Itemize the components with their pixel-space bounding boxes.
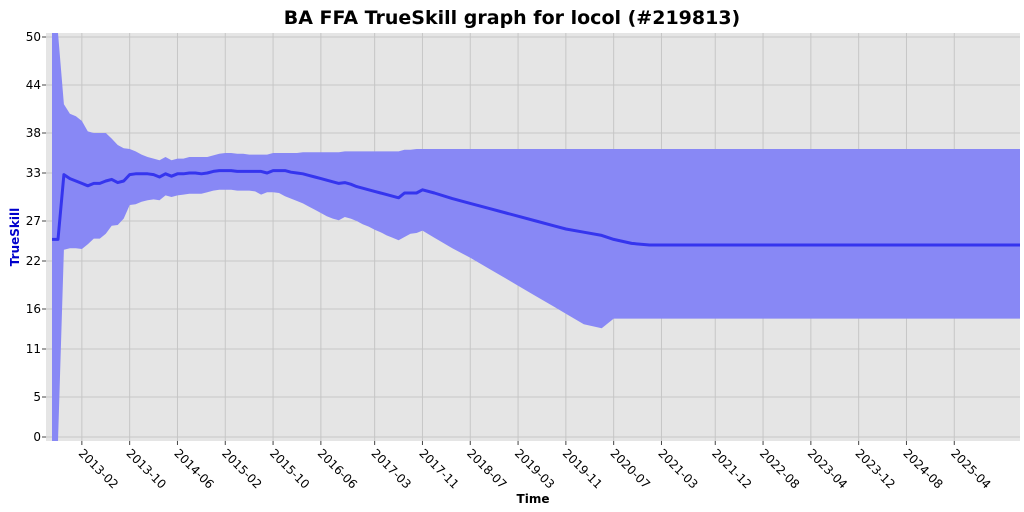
uncertainty-band xyxy=(52,33,1020,441)
x-tick-label: 2015-02 xyxy=(219,446,264,491)
x-tick-label: 2014-06 xyxy=(171,446,216,491)
x-tick-label: 2018-07 xyxy=(464,446,509,491)
y-tick-label: 16 xyxy=(26,302,41,316)
x-tick-label: 2022-08 xyxy=(757,446,802,491)
chart-title: BA FFA TrueSkill graph for locol (#21981… xyxy=(284,7,740,29)
x-tick-label: 2017-03 xyxy=(369,446,414,491)
x-tick-label: 2021-12 xyxy=(709,446,754,491)
y-tick-label: 44 xyxy=(26,78,41,92)
y-tick-label: 38 xyxy=(26,126,41,140)
y-tick-label: 5 xyxy=(33,390,41,404)
x-tick-label: 2016-06 xyxy=(315,446,360,491)
x-tick-label: 2025-04 xyxy=(948,446,993,491)
trueskill-line xyxy=(52,169,1020,247)
x-tick-label: 2023-04 xyxy=(805,446,850,491)
y-tick-label: 0 xyxy=(33,430,41,444)
x-tick-label: 2019-11 xyxy=(560,446,605,491)
x-tick-label: 2015-10 xyxy=(267,446,312,491)
y-tick-label: 11 xyxy=(26,342,41,356)
y-tick-label: 27 xyxy=(26,214,41,228)
y-axis-ticks: 0 5 11 16 22 27 33 38 44 50 xyxy=(26,30,46,444)
x-tick-label: 2017-11 xyxy=(416,446,461,491)
x-axis-ticks: 2013-02 2013-10 2014-06 2015-02 2015-10 2016-… xyxy=(76,441,994,492)
y-tick-label: 33 xyxy=(26,166,41,180)
y-tick-label: 50 xyxy=(26,30,41,44)
x-tick-label: 2019-03 xyxy=(512,446,557,491)
x-tick-label: 2023-12 xyxy=(853,446,898,491)
x-tick-label: 2020-07 xyxy=(608,446,653,491)
x-tick-label: 2013-10 xyxy=(124,446,169,491)
x-tick-label: 2024-08 xyxy=(900,446,945,491)
x-tick-label: 2013-02 xyxy=(76,446,121,491)
y-axis-title: TrueSkill xyxy=(8,208,22,266)
x-tick-label: 2021-03 xyxy=(655,446,700,491)
x-axis-title: Time xyxy=(517,492,550,506)
y-tick-label: 22 xyxy=(26,254,41,268)
